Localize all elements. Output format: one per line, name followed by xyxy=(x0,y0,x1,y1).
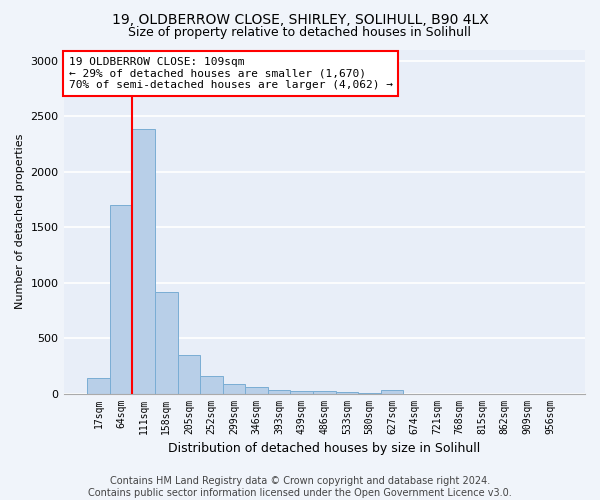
Bar xyxy=(245,388,268,394)
Text: Size of property relative to detached houses in Solihull: Size of property relative to detached ho… xyxy=(128,26,472,39)
Bar xyxy=(268,390,290,394)
Bar xyxy=(335,392,358,394)
Bar xyxy=(313,392,335,394)
Bar xyxy=(381,390,403,394)
Bar xyxy=(178,355,200,394)
Bar xyxy=(290,391,313,394)
Bar xyxy=(358,393,381,394)
X-axis label: Distribution of detached houses by size in Solihull: Distribution of detached houses by size … xyxy=(168,442,481,455)
Bar xyxy=(200,376,223,394)
Text: Contains HM Land Registry data © Crown copyright and database right 2024.
Contai: Contains HM Land Registry data © Crown c… xyxy=(88,476,512,498)
Bar xyxy=(133,128,155,394)
Y-axis label: Number of detached properties: Number of detached properties xyxy=(15,134,25,310)
Text: 19 OLDBERROW CLOSE: 109sqm
← 29% of detached houses are smaller (1,670)
70% of s: 19 OLDBERROW CLOSE: 109sqm ← 29% of deta… xyxy=(69,57,393,90)
Bar xyxy=(155,292,178,394)
Text: 19, OLDBERROW CLOSE, SHIRLEY, SOLIHULL, B90 4LX: 19, OLDBERROW CLOSE, SHIRLEY, SOLIHULL, … xyxy=(112,12,488,26)
Bar xyxy=(223,384,245,394)
Bar xyxy=(87,378,110,394)
Bar xyxy=(110,205,133,394)
